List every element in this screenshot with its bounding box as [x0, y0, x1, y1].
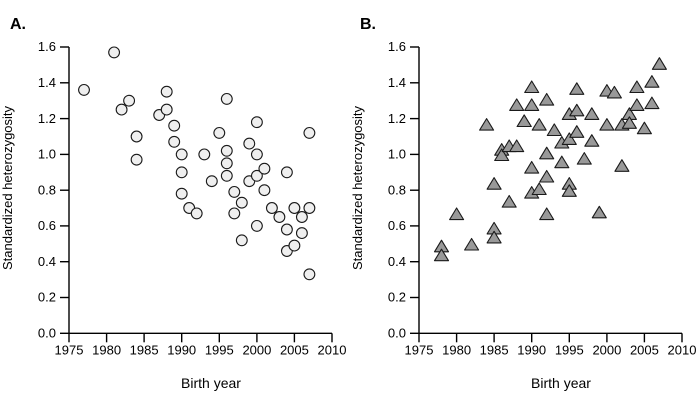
- svg-text:2010: 2010: [318, 342, 347, 357]
- svg-text:2000: 2000: [242, 342, 271, 357]
- svg-text:1975: 1975: [405, 342, 434, 357]
- svg-text:0.8: 0.8: [38, 182, 56, 197]
- svg-text:1990: 1990: [167, 342, 196, 357]
- svg-text:0.4: 0.4: [388, 254, 406, 269]
- svg-text:1980: 1980: [442, 342, 471, 357]
- svg-text:1975: 1975: [55, 342, 84, 357]
- svg-text:0.2: 0.2: [388, 290, 406, 305]
- svg-text:1985: 1985: [480, 342, 509, 357]
- svg-text:0.0: 0.0: [38, 326, 56, 341]
- svg-text:0.6: 0.6: [388, 218, 406, 233]
- svg-text:1995: 1995: [555, 342, 584, 357]
- svg-text:B.: B.: [360, 16, 376, 33]
- svg-text:Standardized heterozygosity: Standardized heterozygosity: [0, 105, 15, 270]
- svg-text:0.0: 0.0: [388, 326, 406, 341]
- svg-text:2005: 2005: [280, 342, 309, 357]
- svg-text:0.6: 0.6: [38, 218, 56, 233]
- svg-text:1.0: 1.0: [388, 147, 406, 162]
- svg-text:1.6: 1.6: [38, 39, 56, 54]
- svg-text:1990: 1990: [517, 342, 546, 357]
- svg-text:1.6: 1.6: [388, 39, 406, 54]
- svg-text:1980: 1980: [92, 342, 121, 357]
- svg-text:1.2: 1.2: [388, 111, 406, 126]
- svg-text:2010: 2010: [668, 342, 697, 357]
- svg-text:Birth year: Birth year: [531, 375, 591, 391]
- svg-text:0.2: 0.2: [38, 290, 56, 305]
- svg-text:Birth year: Birth year: [181, 375, 241, 391]
- svg-text:0.8: 0.8: [388, 182, 406, 197]
- svg-text:0.4: 0.4: [38, 254, 56, 269]
- svg-text:1.4: 1.4: [388, 75, 406, 90]
- svg-text:2000: 2000: [592, 342, 621, 357]
- svg-text:1.4: 1.4: [38, 75, 56, 90]
- svg-text:2005: 2005: [630, 342, 659, 357]
- svg-text:1.0: 1.0: [38, 147, 56, 162]
- svg-text:1995: 1995: [205, 342, 234, 357]
- svg-text:A.: A.: [10, 16, 26, 33]
- svg-text:Standardized heterozygosity: Standardized heterozygosity: [350, 105, 365, 270]
- svg-text:1.2: 1.2: [38, 111, 56, 126]
- svg-text:1985: 1985: [130, 342, 159, 357]
